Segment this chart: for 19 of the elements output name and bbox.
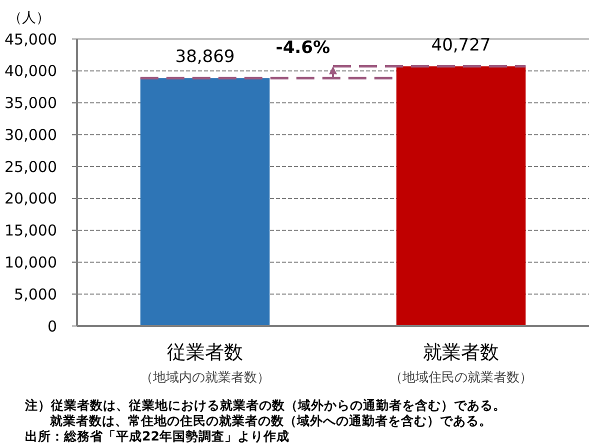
y-tick-label: 35,000 <box>4 94 57 112</box>
y-tick-label: 5,000 <box>14 285 57 304</box>
y-tick-label: 10,000 <box>4 253 57 272</box>
annotation: -4.6% <box>276 38 330 58</box>
y-tick-label: 45,000 <box>4 30 57 48</box>
data-label: 38,869 <box>175 47 235 68</box>
y-tick-label: 0 <box>47 317 57 336</box>
y-tick-label: 20,000 <box>4 190 57 208</box>
text: 注）従業者数は、従業地における就業者の数（域外からの通勤者を含む）である。 <box>24 397 506 412</box>
y-tick-label: 30,000 <box>4 126 57 144</box>
y-tick-label: 25,000 <box>4 158 57 176</box>
y-axis-title: （人） <box>8 10 50 26</box>
x-tick-label: 就業者数（地域住民の就業者数） <box>390 342 532 386</box>
text: 就業者数は、常住地の住民の就業者の数（域外への通勤者を含む）である。 <box>49 412 492 428</box>
x-tick-label: 従業者数（地域内の就業者数） <box>140 342 270 386</box>
data-label: 40,727 <box>431 35 491 56</box>
text: 出所：総務省「平成22年国勢調査」より作成 <box>25 428 290 444</box>
y-tick-label: 40,000 <box>4 62 57 80</box>
y-tick-label: 15,000 <box>4 222 57 240</box>
